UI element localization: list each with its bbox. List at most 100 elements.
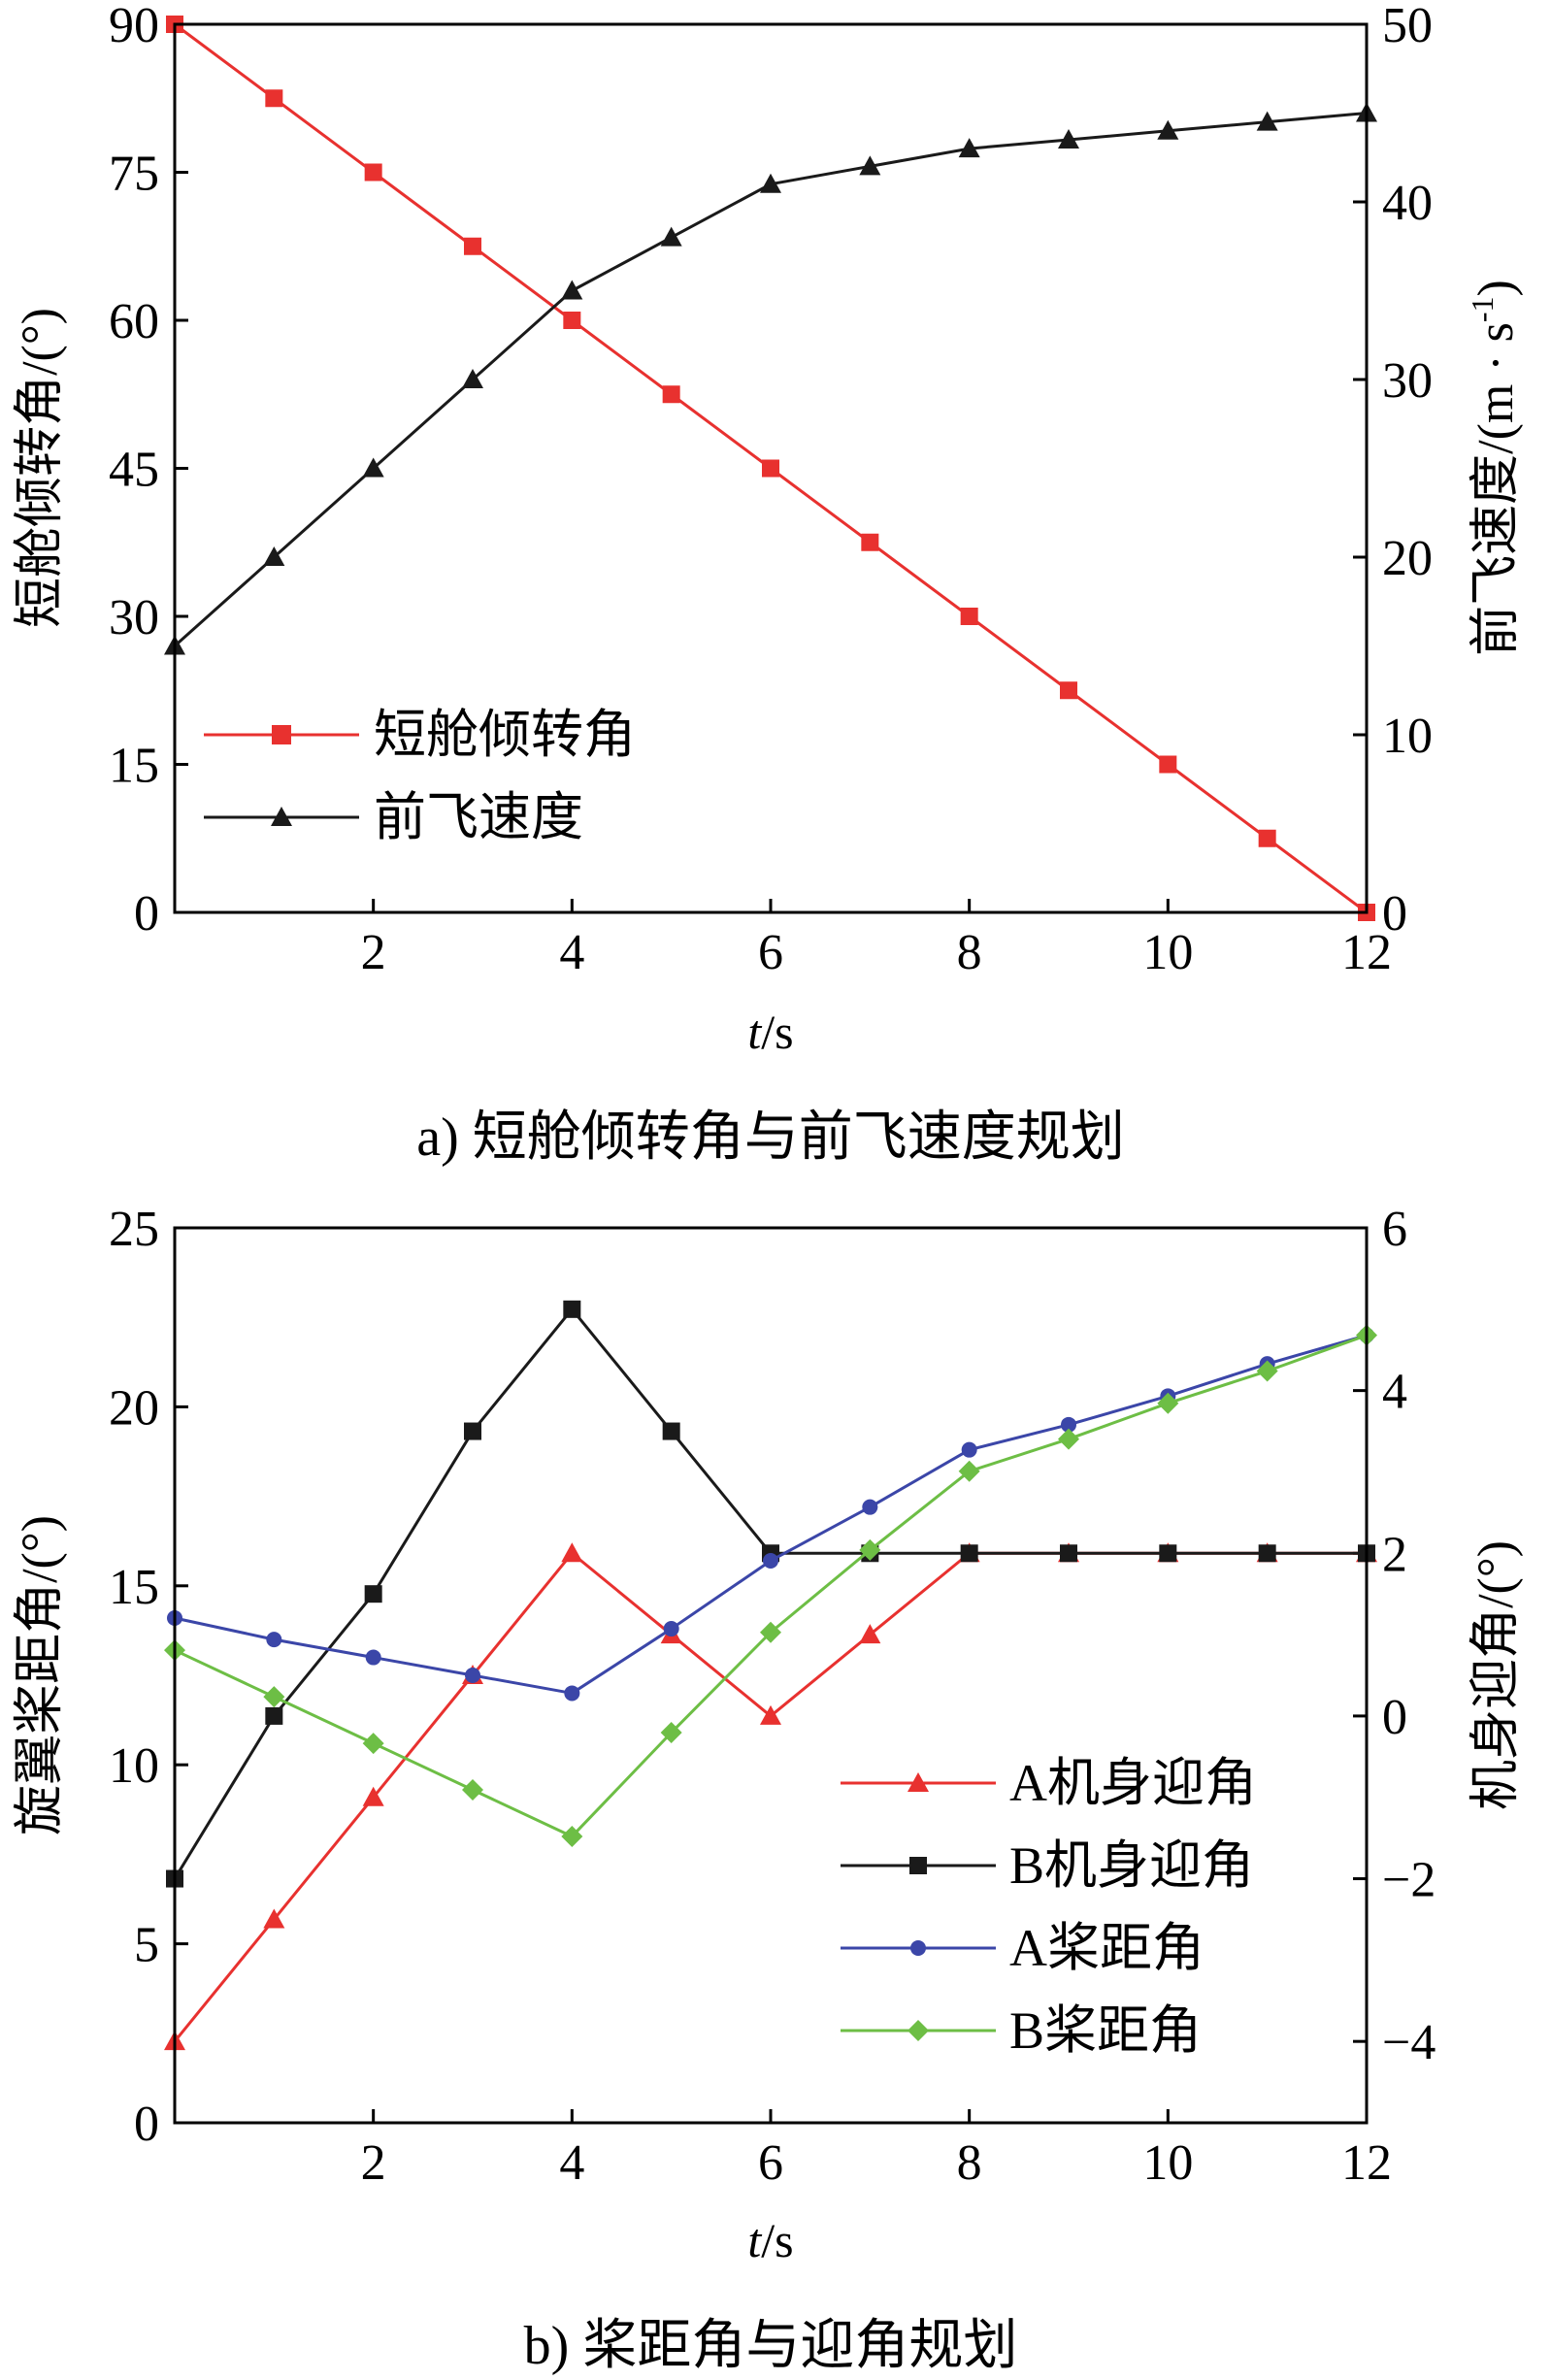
chart-a-series-1-point: [958, 138, 980, 158]
chart-a-series-1-point: [561, 280, 583, 300]
chart-b-x-tick-label: 8: [957, 2135, 982, 2191]
chart-a-series-1-point: [1157, 119, 1179, 140]
chart-b-series-3-point: [462, 1779, 483, 1802]
chart-b-series-1-point: [464, 1422, 481, 1440]
chart-b-left-y-tick-label: 0: [134, 2097, 159, 2152]
chart-a-x-axis-label: t/s: [747, 1005, 793, 1059]
chart-a-left-axis-label: 短舱倾转角/(°): [13, 308, 68, 628]
chart-b-right-y-tick-label: 2: [1382, 1527, 1407, 1582]
chart-a-series-0-point: [1159, 755, 1177, 774]
chart-b-left-axis-label: 旋翼桨距角/(°): [13, 1515, 68, 1835]
legend-label-forward-speed: 前飞速度: [374, 788, 583, 846]
legend-marker-b-body-aoa: [909, 1857, 927, 1874]
chart-a-right-y-tick-label: 0: [1382, 886, 1407, 942]
legend-marker-forward-speed: [271, 807, 292, 826]
chart-a-series-1-point: [760, 173, 781, 193]
chart-a-right-axis-label: 前飞速度/(m · s-1): [1465, 280, 1524, 656]
chart-b-x-tick-label: 10: [1142, 2135, 1193, 2191]
chart-a-left-y-tick-label: 45: [109, 443, 159, 498]
chart-a-right-y-tick-label: 40: [1382, 176, 1433, 231]
chart-a-series-0-point: [1258, 829, 1276, 847]
chart-a-x-tick-label: 12: [1341, 925, 1392, 980]
chart-a-left-y-tick-label: 60: [109, 294, 159, 349]
legend-label-nacelle-tilt: 短舱倾转角: [374, 706, 636, 764]
chart-a-series-1-point: [263, 546, 285, 566]
chart-a-left-y-tick-label: 90: [109, 0, 159, 53]
chart-b-series-0-point: [362, 1786, 384, 1806]
chart-a-x-tick-label: 8: [957, 925, 982, 980]
chart-b-series-2-point: [564, 1685, 580, 1702]
chart-b-series-1-point: [1060, 1544, 1077, 1563]
chart-b-series-2-point: [663, 1621, 679, 1637]
chart-b-series: [164, 1300, 1377, 2051]
chart-b-series-3-point: [362, 1733, 384, 1755]
chart-a-caption: a) 短舱倾转角与前飞速度规划: [416, 1107, 1125, 1168]
chart-b-series-2-point: [961, 1441, 977, 1458]
legend-label-a-body-aoa: A机身迎角: [1009, 1754, 1257, 1812]
chart-a-series: [164, 16, 1377, 921]
chart-b-right-y-tick-label: −2: [1382, 1853, 1436, 1908]
chart-a-series-0-point: [265, 89, 283, 108]
legend-marker-a-pitch: [910, 1940, 926, 1956]
chart-b-left-y-tick-label: 25: [109, 1202, 159, 1257]
chart-b-series-1-point: [563, 1300, 581, 1318]
chart-a-series-0-point: [762, 459, 779, 478]
chart-b-left-y-tick-label: 20: [109, 1380, 159, 1436]
chart-b-series-2-point: [862, 1499, 878, 1515]
chart-b-series-3-point: [1157, 1392, 1179, 1414]
chart-a-series-0-point: [464, 237, 481, 255]
chart-b-tick-labels: 2 4 6 8 10 12 0 5 10 15 20 25 −4 −2 0 2 4 6: [109, 1202, 1436, 2191]
chart-b-series-3-point: [1256, 1360, 1278, 1382]
chart-a-series-1-line: [174, 112, 1368, 647]
chart-a-legend: 短舱倾转角 前飞速度: [204, 706, 636, 846]
chart-a-series-0-point: [563, 312, 581, 329]
chart-a-series-0-point: [861, 533, 879, 551]
chart-b-legend: A机身迎角 B机身迎角 A桨距角 B桨距角: [841, 1754, 1257, 2060]
chart-b-series-3-point: [958, 1460, 980, 1482]
chart-b-x-tick-label: 4: [559, 2135, 584, 2191]
chart-a-series-1-point: [660, 226, 682, 247]
chart-b-right-y-tick-label: 0: [1382, 1690, 1407, 1745]
chart-b-series-3-point: [561, 1825, 583, 1847]
chart-b-right-y-tick-label: 4: [1382, 1365, 1407, 1420]
chart-a-series-1-point: [1256, 111, 1278, 131]
chart-b-x-tick-label: 6: [758, 2135, 783, 2191]
chart-b-series-3-point: [660, 1722, 682, 1744]
chart-a-x-tick-label: 2: [361, 925, 386, 980]
chart-b-series-2-point: [465, 1668, 480, 1683]
chart-a-right-y-tick-label: 30: [1382, 353, 1433, 409]
chart-b-caption: b) 桨距角与迎角规划: [524, 2316, 1018, 2376]
chart-a-right-y-tick-label: 50: [1382, 0, 1433, 53]
chart-a-series-0-point: [1060, 681, 1077, 700]
chart-a-series-0-point: [662, 385, 680, 404]
legend-marker-b-pitch: [908, 2020, 929, 2041]
legend-marker-nacelle-tilt: [272, 725, 291, 744]
legend-label-a-pitch: A桨距角: [1009, 1919, 1204, 1977]
chart-b-series-2-point: [266, 1632, 282, 1648]
chart-b-series-2-point: [365, 1649, 381, 1666]
chart-a-series-1-point: [859, 155, 881, 176]
chart-a-series-1-point: [462, 369, 483, 388]
legend-marker-a-body-aoa: [908, 1772, 929, 1792]
chart-b-series-0-point: [561, 1542, 583, 1563]
chart-b: 2 4 6 8 10 12 0 5 10 15 20 25 −4 −2 0 2 4 6 t/s 旋翼桨距角/(°)…: [13, 1202, 1524, 2376]
chart-a-left-y-tick-label: 15: [109, 739, 159, 794]
chart-b-series-3-point: [1058, 1428, 1079, 1450]
chart-b-plot-frame: [173, 1226, 1369, 2125]
chart-b-series-1-point: [1159, 1544, 1177, 1563]
chart-b-series-1-point: [265, 1706, 283, 1725]
chart-a-x-tick-label: 4: [559, 925, 584, 980]
chart-b-x-axis-label: t/s: [747, 2213, 793, 2267]
chart-b-series-0-point: [263, 1908, 285, 1929]
chart-b-series-1-point: [364, 1585, 382, 1603]
chart-b-series-1-point: [1258, 1544, 1276, 1563]
legend-label-b-body-aoa: B机身迎角: [1009, 1836, 1254, 1895]
chart-a-series-1-point: [362, 457, 384, 478]
chart-a-x-tick-label: 10: [1142, 925, 1193, 980]
chart-b-x-tick-label: 12: [1341, 2135, 1392, 2191]
chart-b-series-2-point: [763, 1552, 778, 1569]
chart-a-left-y-tick-label: 30: [109, 590, 159, 645]
chart-b-series-0-point: [859, 1624, 881, 1644]
